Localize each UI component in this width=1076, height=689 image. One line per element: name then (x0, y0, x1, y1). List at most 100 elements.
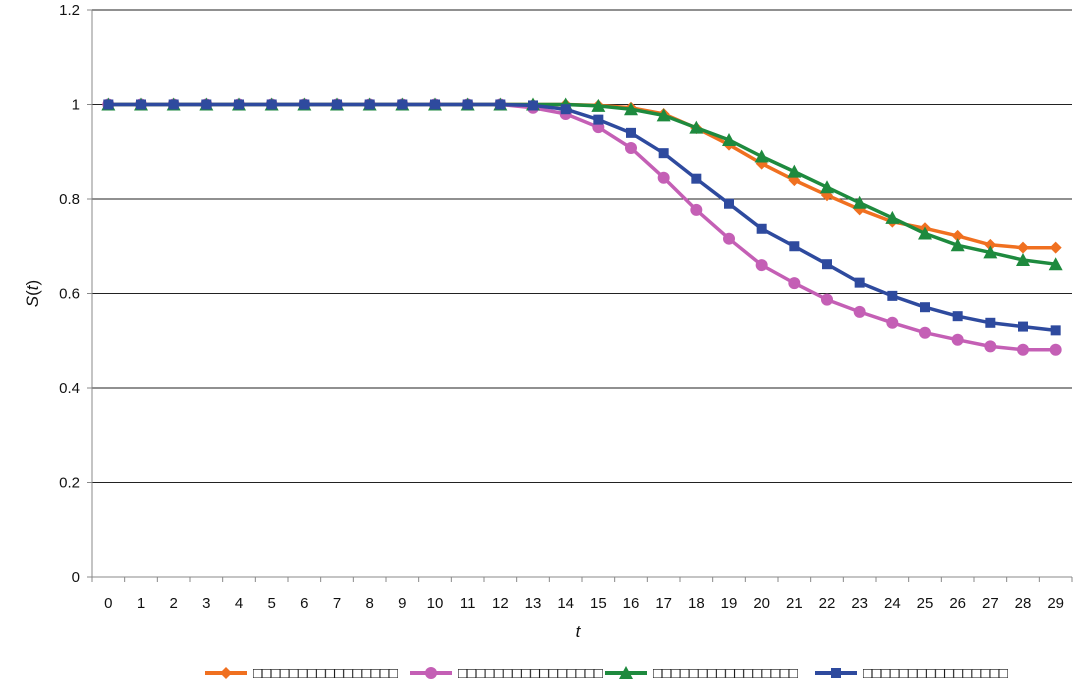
data-point (234, 99, 244, 110)
data-point (364, 99, 375, 110)
y-axis-label: S(t) (23, 280, 42, 307)
x-tick-label: 13 (525, 595, 542, 612)
data-point (591, 98, 606, 112)
x-tick-label: 11 (460, 595, 476, 612)
data-point (103, 99, 114, 110)
axes (87, 9, 1073, 582)
data-point (754, 149, 769, 163)
legend-swatch-marker (425, 667, 437, 679)
legend-item: □□□□□□□□□□□□□□□□ (410, 665, 603, 682)
data-point (689, 120, 704, 134)
legend-label: □□□□□□□□□□□□□□□□ (458, 665, 603, 682)
x-tick-label: 17 (655, 595, 672, 612)
legend: □□□□□□□□□□□□□□□□ □□□□□□□□□□□□□□□□ □□□□□□□□… (205, 665, 1008, 682)
data-point (397, 99, 408, 110)
legend-item: □□□□□□□□□□□□□□□□ (815, 665, 1008, 682)
data-point (821, 293, 833, 306)
data-point (853, 305, 866, 318)
x-tick-label: 8 (365, 595, 373, 612)
legend-swatch-marker (220, 667, 232, 679)
legend-label: □□□□□□□□□□□□□□□□ (863, 665, 1008, 682)
gridlines (92, 9, 1072, 483)
data-point (1050, 325, 1061, 336)
x-tick-label: 7 (333, 595, 341, 612)
x-tick-label: 14 (557, 595, 574, 612)
x-tick-label: 21 (786, 595, 803, 612)
data-point (1016, 252, 1030, 266)
data-point (984, 238, 997, 251)
legend-label: □□□□□□□□□□□□□□□□ (653, 665, 798, 682)
y-tick-label: 0.8 (59, 191, 80, 208)
x-tick-label: 25 (917, 595, 934, 612)
y-tick-label: 0.6 (59, 286, 80, 303)
data-point (789, 241, 800, 252)
legend-swatch-marker (831, 668, 841, 678)
data-point (919, 326, 931, 339)
data-point (528, 100, 538, 111)
data-point (1048, 257, 1063, 271)
data-point (658, 148, 669, 159)
x-tick-label: 27 (982, 595, 999, 612)
y-tick-label: 0.4 (59, 380, 80, 397)
data-point (854, 277, 865, 288)
data-point (1017, 343, 1029, 356)
data-point (951, 229, 964, 242)
data-point (625, 141, 637, 154)
x-axis-label: t (576, 622, 582, 641)
series-square (103, 99, 1061, 336)
data-point (462, 99, 473, 110)
data-point (983, 245, 998, 259)
data-point (168, 99, 179, 110)
data-point (724, 198, 734, 209)
data-point (722, 132, 736, 146)
data-point (852, 195, 867, 209)
data-point (593, 114, 604, 125)
data-point (755, 259, 768, 272)
data-point (691, 173, 702, 184)
series-line (108, 102, 1056, 333)
x-tick-label: 24 (884, 595, 901, 612)
data-point (1018, 321, 1028, 332)
x-tick-label: 23 (851, 595, 868, 612)
legend-label: □□□□□□□□□□□□□□□□ (253, 665, 398, 682)
data-point (952, 311, 963, 322)
data-point (820, 180, 834, 194)
x-tick-label: 9 (398, 595, 406, 612)
data-point (266, 99, 277, 110)
x-tick-label: 1 (137, 595, 145, 612)
x-tick-label: 22 (819, 595, 836, 612)
data-point (985, 317, 996, 328)
x-tick-label: 12 (492, 595, 509, 612)
series-layer (101, 97, 1063, 356)
legend-item: □□□□□□□□□□□□□□□□ (205, 665, 398, 682)
data-point (885, 210, 900, 224)
x-tick-label: 15 (590, 595, 607, 612)
y-tick-labels: 0 0.2 0.4 0.6 0.8 1 1.2 (59, 2, 80, 586)
x-tick-label: 5 (267, 595, 275, 612)
x-tick-label: 28 (1015, 595, 1032, 612)
data-point (918, 226, 932, 240)
x-tick-label: 0 (104, 595, 112, 612)
y-tick-label: 1.2 (59, 2, 80, 19)
data-point (1017, 241, 1029, 254)
data-point (920, 302, 930, 313)
x-tick-label: 20 (753, 595, 770, 612)
x-tick-label: 19 (721, 595, 738, 612)
x-tick-label: 6 (300, 595, 308, 612)
series-line (108, 102, 1056, 266)
x-tick-labels: 0 1 2 3 4 5 6 7 8 9 10 11 12 13 14 15 16 17 18 19 20 21 22 23 24… (104, 595, 1064, 612)
data-point (886, 316, 899, 329)
data-point (1049, 241, 1062, 254)
legend-swatch-marker (619, 666, 633, 679)
data-point (822, 259, 832, 270)
data-point (756, 223, 767, 234)
data-point (136, 99, 146, 110)
data-point (657, 171, 670, 184)
x-tick-label: 29 (1047, 595, 1064, 612)
data-point (788, 277, 801, 290)
x-tick-label: 3 (202, 595, 210, 612)
data-point (690, 203, 703, 216)
data-point (656, 108, 671, 122)
data-point (560, 104, 571, 115)
